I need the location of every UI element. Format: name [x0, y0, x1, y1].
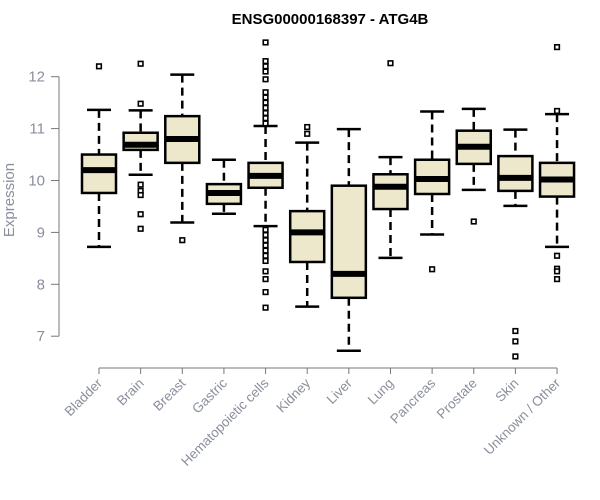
- y-tick-label: 10: [28, 173, 45, 190]
- box-bladder: [80, 63, 118, 249]
- y-tick-label: 12: [28, 69, 45, 86]
- y-tick-label: 8: [37, 276, 45, 293]
- box-liver: [330, 127, 368, 352]
- outlier-point: [262, 99, 269, 106]
- outlier-point: [304, 123, 311, 131]
- box-kidney: [288, 123, 326, 308]
- x-tick-label: Pancreas: [387, 375, 438, 426]
- outlier-point: [262, 231, 269, 239]
- outlier-point: [553, 44, 561, 51]
- x-tick-label: Gastric: [189, 375, 230, 416]
- box-iqr: [80, 153, 118, 195]
- outlier-point: [262, 247, 269, 254]
- y-tick-label: 9: [37, 224, 45, 241]
- outlier-point: [262, 252, 269, 259]
- outlier-point: [553, 276, 561, 283]
- outlier-point: [262, 242, 269, 249]
- x-tick-label: Unknown / Other: [481, 375, 564, 458]
- outlier-point: [262, 68, 269, 75]
- outlier-point: [262, 276, 269, 283]
- x-tick-label: Prostate: [434, 376, 480, 422]
- outlier-point: [262, 268, 269, 275]
- box-pancreas: [413, 110, 451, 273]
- outlier-point: [553, 268, 561, 275]
- box-iqr: [288, 209, 326, 264]
- outlier-point: [553, 107, 561, 115]
- outlier-point: [262, 58, 269, 65]
- x-tick-label: Skin: [492, 376, 521, 405]
- x-tick-label: Kidney: [274, 375, 314, 415]
- outlier-point: [387, 60, 394, 67]
- outlier-point: [470, 218, 477, 225]
- outlier-point: [262, 120, 269, 127]
- box-gastric: [205, 158, 243, 215]
- outlier-point: [262, 89, 269, 96]
- x-tick-label: Liver: [324, 375, 356, 407]
- y-tick-label: 11: [29, 121, 45, 138]
- outlier-point: [262, 115, 269, 122]
- box-lung: [372, 60, 409, 260]
- boxes: [80, 39, 576, 360]
- outlier-point: [95, 63, 103, 70]
- outlier-point: [429, 266, 436, 273]
- outlier-point: [262, 257, 269, 265]
- outlier-point: [262, 304, 269, 311]
- box-iqr: [497, 154, 534, 193]
- outlier-point: [137, 100, 144, 107]
- y-tick-label: 7: [37, 328, 45, 345]
- outlier-point: [262, 237, 269, 244]
- x-tick-label: Lung: [365, 376, 397, 408]
- x-tick-label: Breast: [150, 375, 188, 413]
- chart-title: ENSG00000168397 - ATG4B: [232, 11, 429, 28]
- y-axis: 7 8 9 10 11 12: [28, 69, 60, 345]
- outlier-point: [262, 39, 269, 46]
- outlier-point: [262, 76, 269, 83]
- outlier-point: [262, 104, 269, 111]
- outlier-point: [137, 191, 144, 199]
- outlier-point: [512, 338, 519, 345]
- box-breast: [164, 73, 201, 244]
- outlier-point: [262, 109, 269, 117]
- x-tick-label: Bladder: [62, 375, 106, 419]
- box-iqr: [330, 184, 368, 300]
- outlier-point: [137, 60, 144, 67]
- outlier-point: [137, 211, 144, 218]
- outlier-point: [553, 252, 561, 259]
- outlier-point: [262, 94, 269, 101]
- outlier-point: [262, 226, 269, 233]
- box-iqr: [372, 173, 409, 211]
- box-unknown-other: [538, 44, 576, 283]
- box-hematopoietic-cells: [247, 39, 284, 311]
- y-axis-label: Expression: [1, 163, 18, 237]
- outlier-point: [262, 63, 269, 70]
- outlier-point: [137, 181, 144, 188]
- box-skin: [497, 128, 534, 360]
- outlier-point: [262, 288, 269, 296]
- outlier-point: [304, 130, 311, 137]
- box-prostate: [455, 107, 493, 225]
- outlier-point: [512, 353, 519, 360]
- outlier-point: [179, 237, 186, 244]
- outlier-point: [137, 225, 144, 232]
- box-brain: [122, 60, 159, 232]
- x-tick-label: Brain: [114, 376, 147, 409]
- outlier-point: [512, 327, 519, 335]
